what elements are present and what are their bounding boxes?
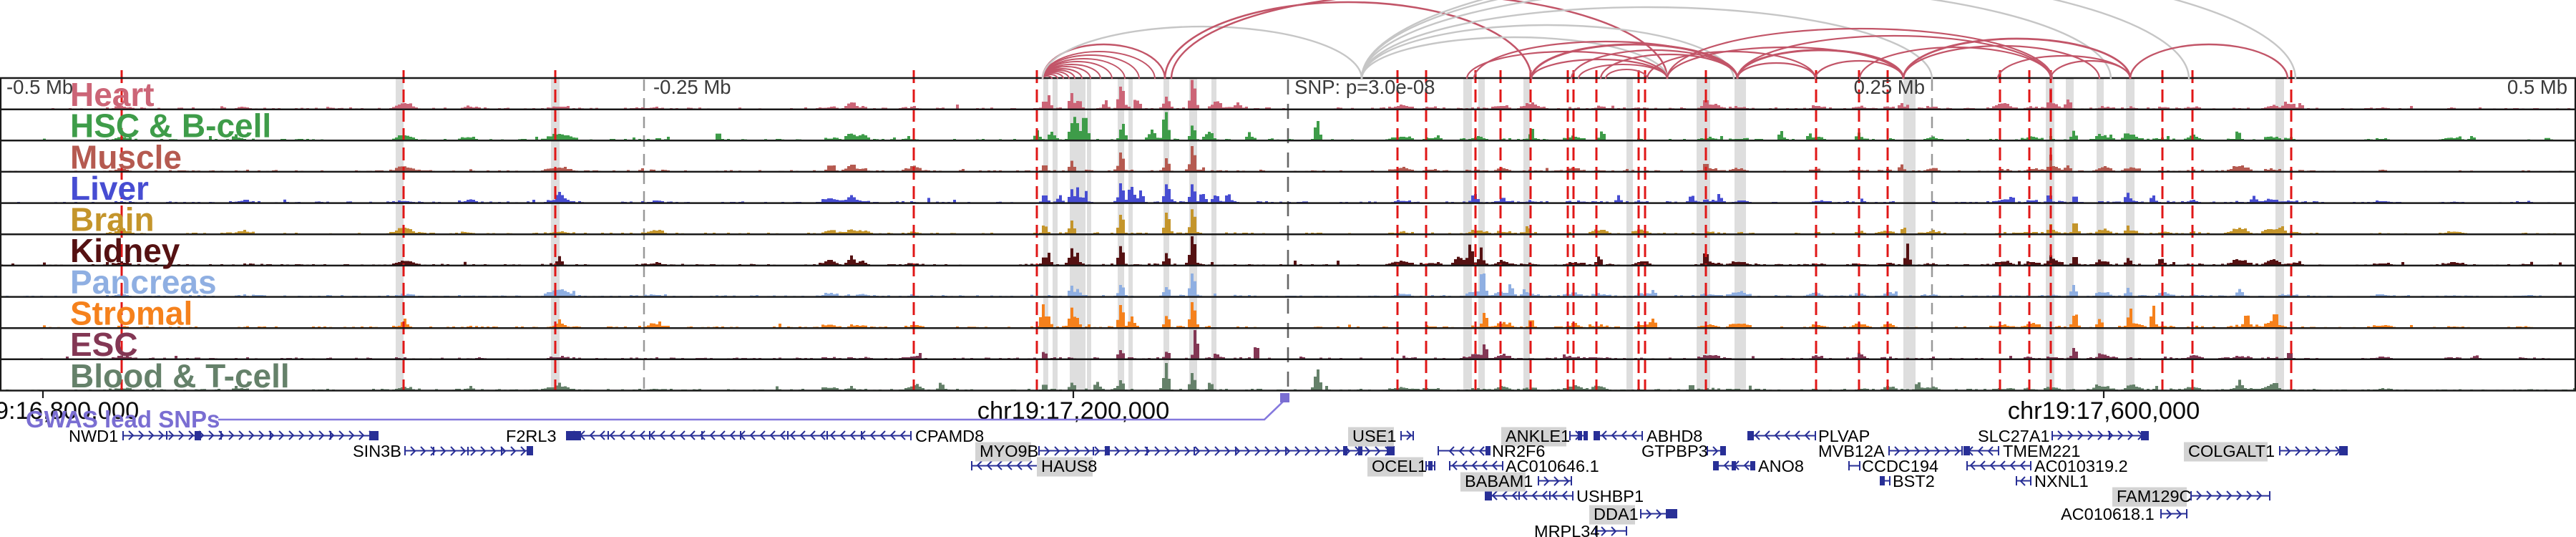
svg-text:-0.5 Mb: -0.5 Mb <box>6 76 73 98</box>
svg-text:HSC & B-cell: HSC & B-cell <box>70 107 271 145</box>
svg-text:NXNL1: NXNL1 <box>2034 472 2089 490</box>
svg-text:Liver: Liver <box>70 170 149 207</box>
svg-text:BABAM1: BABAM1 <box>1465 472 1533 490</box>
svg-text:SNP: p=3.0e-08: SNP: p=3.0e-08 <box>1294 76 1435 98</box>
svg-text:SIN3B: SIN3B <box>353 442 401 460</box>
svg-text:Blood & T-cell: Blood & T-cell <box>70 357 290 395</box>
svg-text:BST2: BST2 <box>1893 472 1935 490</box>
svg-text:Stromal: Stromal <box>70 295 192 332</box>
svg-text:ABHD8: ABHD8 <box>1646 427 1702 445</box>
svg-text:Pancreas: Pancreas <box>70 263 217 301</box>
svg-text:NWD1: NWD1 <box>69 427 118 445</box>
svg-text:chr19:17,600,000: chr19:17,600,000 <box>2008 397 2200 425</box>
svg-text:Brain: Brain <box>70 201 155 238</box>
svg-text:chr19:16,800,000: chr19:16,800,000 <box>0 397 139 425</box>
svg-text:USE1: USE1 <box>1352 427 1396 445</box>
svg-text:PLVAP: PLVAP <box>1818 427 1870 445</box>
svg-text:ESC: ESC <box>70 326 138 363</box>
svg-text:OCEL1: OCEL1 <box>1372 457 1427 475</box>
svg-text:Kidney: Kidney <box>70 232 180 269</box>
svg-text:NR2F6: NR2F6 <box>1492 442 1545 460</box>
svg-text:ANO8: ANO8 <box>1758 457 1804 475</box>
svg-text:GWAS lead SNPs: GWAS lead SNPs <box>26 406 220 432</box>
svg-text:HAUS8: HAUS8 <box>1041 457 1097 475</box>
svg-text:0.5 Mb: 0.5 Mb <box>2507 76 2567 98</box>
svg-text:SLC27A1: SLC27A1 <box>1978 427 2050 445</box>
svg-text:0.25 Mb: 0.25 Mb <box>1854 76 1925 98</box>
svg-text:MRPL34: MRPL34 <box>1534 522 1599 537</box>
svg-text:MYO9B: MYO9B <box>980 442 1038 460</box>
svg-text:GTPBP3: GTPBP3 <box>1641 442 1708 460</box>
svg-text:AC010618.1: AC010618.1 <box>2061 505 2155 523</box>
svg-text:CCDC194: CCDC194 <box>1862 457 1938 475</box>
svg-text:COLGALT1: COLGALT1 <box>2188 442 2275 460</box>
svg-text:Muscle: Muscle <box>70 138 182 175</box>
svg-text:F2RL3: F2RL3 <box>506 427 557 445</box>
svg-text:FAM129C: FAM129C <box>2117 487 2192 505</box>
svg-text:MVB12A: MVB12A <box>1818 442 1885 460</box>
svg-text:AC010319.2: AC010319.2 <box>2034 457 2128 475</box>
svg-text:CPAMD8: CPAMD8 <box>915 427 984 445</box>
svg-text:USHBP1: USHBP1 <box>1576 487 1644 505</box>
svg-text:Heart: Heart <box>70 76 155 113</box>
svg-text:ANKLE1: ANKLE1 <box>1506 427 1570 445</box>
svg-text:-0.25 Mb: -0.25 Mb <box>653 76 731 98</box>
svg-text:TMEM221: TMEM221 <box>2003 442 2080 460</box>
svg-text:DDA1: DDA1 <box>1594 505 1639 523</box>
